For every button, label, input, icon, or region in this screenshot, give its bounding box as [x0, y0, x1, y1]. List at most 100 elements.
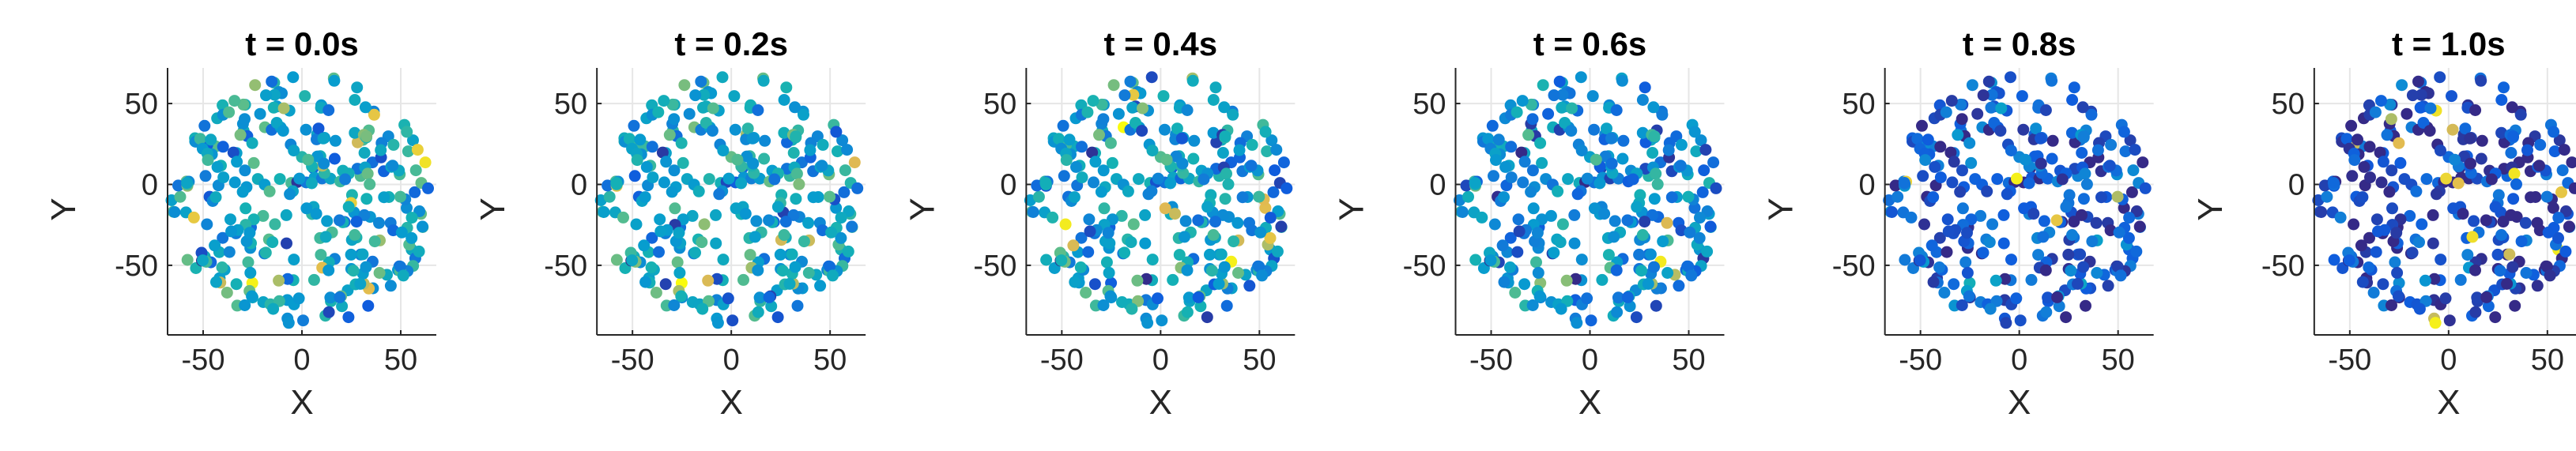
data-point [209, 239, 221, 251]
data-point [1603, 249, 1615, 261]
data-point [1605, 133, 1617, 145]
data-point [217, 171, 229, 183]
data-point [802, 217, 814, 229]
data-point [1568, 209, 1580, 221]
data-point [1206, 265, 1218, 276]
data-point [1220, 193, 1231, 205]
data-point [2026, 274, 2038, 286]
data-point [786, 249, 798, 261]
data-point [354, 278, 366, 290]
data-point [735, 178, 747, 190]
data-point [2544, 269, 2556, 281]
data-point [374, 267, 386, 279]
data-point [1689, 126, 1701, 137]
data-point [839, 164, 851, 176]
data-point [1886, 206, 1898, 218]
data-point [2114, 227, 2125, 239]
data-point [1926, 239, 1938, 251]
data-point [1581, 292, 1593, 304]
data-point [1223, 179, 1235, 190]
data-point [1208, 94, 1220, 106]
data-point [2129, 144, 2141, 156]
data-point [1673, 280, 1684, 291]
data-point [1139, 209, 1151, 221]
data-point [273, 275, 285, 287]
data-point [1710, 182, 1722, 194]
data-point [1139, 238, 1151, 250]
data-point [1105, 137, 1117, 149]
data-point [1159, 124, 1171, 136]
data-point [2066, 229, 2078, 241]
data-point [1608, 231, 1620, 242]
data-point [1576, 254, 1588, 265]
data-point [710, 238, 722, 250]
data-point [2386, 202, 2398, 214]
data-point [2431, 188, 2442, 200]
data-point [654, 213, 666, 225]
data-point [2069, 81, 2080, 93]
data-point [1220, 130, 1231, 142]
data-point [1537, 79, 1549, 91]
data-point [1278, 156, 1290, 168]
x-tick-label: -50 [1040, 344, 1084, 377]
data-point [2134, 220, 2146, 232]
data-point [205, 133, 217, 145]
data-point [1929, 161, 1940, 173]
data-point [345, 249, 357, 261]
x-tick-label: 0 [293, 344, 310, 377]
data-point [412, 144, 424, 156]
data-point [763, 214, 775, 226]
data-point [349, 229, 360, 241]
data-point [360, 101, 372, 113]
data-point [1040, 254, 1052, 266]
data-point [2372, 225, 2384, 237]
data-point [653, 246, 665, 258]
y-tick-label: 50 [554, 88, 587, 121]
data-point [1182, 104, 1194, 116]
data-point [1957, 202, 1969, 214]
data-point [2376, 176, 2388, 188]
data-point [1967, 79, 1978, 91]
data-point [658, 176, 670, 188]
data-point [1169, 208, 1181, 220]
data-point [2386, 299, 2397, 311]
data-point [2047, 135, 2059, 147]
data-point [1487, 120, 1499, 132]
data-point [2435, 145, 2446, 156]
y-tick-label: 0 [141, 168, 158, 201]
x-axis-label: X [1578, 383, 1601, 422]
data-point [237, 186, 249, 197]
data-point [2352, 133, 2363, 145]
data-point [1164, 178, 1176, 190]
data-point [2378, 156, 2389, 167]
data-point [1948, 156, 1960, 167]
data-point [780, 216, 792, 227]
data-point [342, 311, 354, 323]
data-point [1527, 299, 1539, 311]
data-point [1519, 156, 1531, 167]
data-point [1088, 176, 1099, 188]
data-point [334, 291, 345, 303]
data-point [666, 186, 678, 197]
data-point [669, 164, 681, 176]
data-point [1914, 254, 1926, 266]
data-point [703, 173, 715, 185]
data-point [420, 156, 432, 168]
data-point [1067, 239, 1079, 251]
data-point [2446, 90, 2457, 102]
data-point [1055, 254, 1067, 266]
data-point [2072, 278, 2084, 290]
data-point [1497, 239, 1509, 251]
data-point [1963, 137, 1975, 149]
data-point [1984, 236, 1996, 248]
data-point [638, 239, 650, 251]
data-point [1899, 177, 1910, 189]
data-point [1058, 120, 1069, 132]
data-point [629, 170, 641, 182]
data-point [364, 179, 375, 190]
data-point [2525, 191, 2536, 203]
data-point [2391, 267, 2403, 279]
data-point [1213, 278, 1225, 290]
data-point [2118, 126, 2130, 137]
